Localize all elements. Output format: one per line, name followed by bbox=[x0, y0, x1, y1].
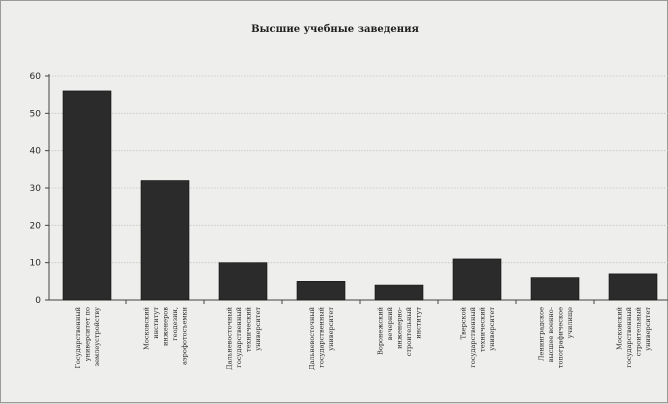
bar bbox=[375, 285, 423, 300]
axes: 0 10 20 30 40 50 60 bbox=[30, 72, 668, 306]
y-tick-label: 0 bbox=[35, 296, 41, 306]
y-tick-label: 60 bbox=[30, 72, 42, 82]
y-tick-label: 50 bbox=[30, 109, 42, 119]
category-label-line: училище bbox=[566, 307, 574, 338]
category-label-line: университет bbox=[488, 307, 496, 351]
category-label-line: землеустройству bbox=[93, 307, 101, 367]
category-label-line: высшее военно- bbox=[547, 307, 555, 362]
category-label-line: топографическое bbox=[556, 307, 564, 368]
category-label-line: Тверской bbox=[459, 306, 467, 339]
category-label-line: университет bbox=[254, 307, 262, 351]
category-label-line: институт bbox=[415, 307, 423, 339]
category-label: Московский государственный строительный уни… bbox=[615, 306, 652, 367]
category-label-line: государственный bbox=[318, 306, 326, 367]
category-label-line: университет bbox=[327, 307, 335, 351]
category-label-line: университет bbox=[644, 307, 652, 351]
category-label-line: инженеров bbox=[162, 307, 170, 346]
category-label-line: Государственный bbox=[74, 306, 82, 368]
y-tick-label: 40 bbox=[30, 147, 42, 157]
category-label-line: инженерно- bbox=[396, 307, 404, 349]
bar bbox=[453, 259, 501, 300]
category-label: Ленинградское высшее военно-топографическ… bbox=[537, 307, 574, 368]
bar bbox=[141, 181, 189, 300]
category-labels: Государственный университет по землеустрой… bbox=[74, 306, 652, 369]
category-label-line: Московский bbox=[143, 306, 151, 349]
category-label-line: Московский bbox=[615, 306, 623, 349]
category-label-line: строительный bbox=[405, 306, 413, 356]
bars bbox=[63, 91, 657, 300]
category-label: Дальневосточный государственный технически… bbox=[225, 306, 262, 369]
category-label-line: технический bbox=[478, 306, 486, 352]
category-label-line: государственный bbox=[235, 306, 243, 367]
y-tick-label: 30 bbox=[30, 184, 42, 194]
category-label-line: технический bbox=[244, 306, 252, 352]
bar bbox=[63, 91, 111, 300]
category-label-line: государственный bbox=[625, 306, 633, 367]
y-tick-label: 20 bbox=[30, 221, 42, 231]
category-label-line: аэрофотосъемки bbox=[181, 306, 189, 365]
category-label: Московский институт инженеров геодезии, аэро… bbox=[143, 306, 189, 365]
bar bbox=[531, 278, 579, 300]
category-label: Государственный университет по землеустрой… bbox=[74, 306, 101, 368]
bar bbox=[297, 281, 345, 300]
category-label-line: вечерний bbox=[386, 306, 394, 340]
category-label-line: Ленинградское bbox=[537, 307, 545, 361]
category-label: Дальневосточный государственный университе… bbox=[308, 306, 335, 369]
category-label-line: университет по bbox=[84, 307, 92, 361]
category-label-line: строительный bbox=[634, 306, 642, 356]
category-label-line: Воронежский bbox=[377, 306, 385, 355]
category-label-line: государственный bbox=[469, 306, 477, 367]
category-label: Тверской государственный технический универ… bbox=[459, 306, 496, 367]
bar bbox=[609, 274, 657, 300]
y-tick-label: 10 bbox=[30, 259, 42, 269]
category-label: Воронежский вечерний инженерно-строительны… bbox=[377, 306, 423, 356]
category-label-line: Дальневосточный bbox=[308, 306, 316, 369]
category-label-line: геодезии, bbox=[171, 307, 179, 341]
bar bbox=[219, 263, 267, 300]
category-label-line: Дальневосточный bbox=[225, 306, 233, 369]
category-label-line: институт bbox=[152, 307, 160, 339]
